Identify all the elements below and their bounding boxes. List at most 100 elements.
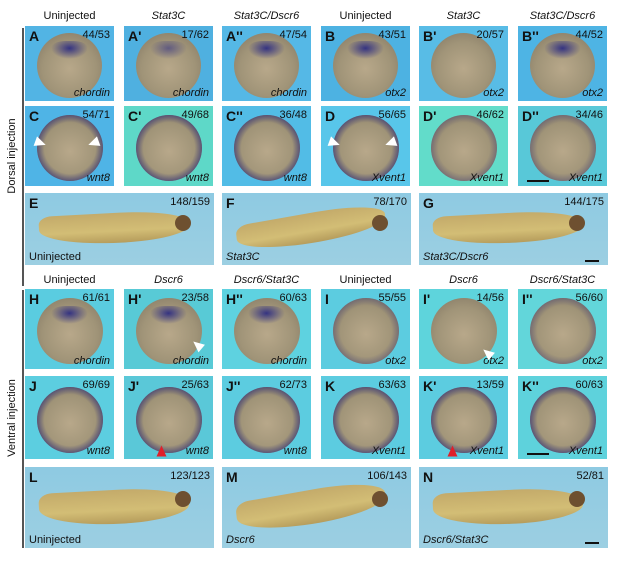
tadpole-eye bbox=[569, 214, 585, 231]
panel-letter: D' bbox=[423, 108, 437, 124]
tadpole-body bbox=[432, 485, 584, 528]
panel-count: 56/65 bbox=[378, 109, 406, 121]
tadpole-eye bbox=[175, 214, 191, 231]
embryo-panel: I'' 56/60 otx2 bbox=[518, 289, 607, 369]
panel-count: 46/62 bbox=[476, 109, 504, 121]
embryo bbox=[333, 33, 398, 98]
embryo-panel: J 69/69 wnt8 bbox=[25, 376, 114, 459]
embryo-panel: A' 17/62 chordin bbox=[124, 26, 213, 101]
column-header: Dscr6 bbox=[449, 274, 478, 286]
section-bracket bbox=[22, 28, 24, 286]
panel-letter: B bbox=[325, 28, 336, 44]
column-header: Stat3C/Dscr6 bbox=[233, 10, 300, 22]
scale-bar bbox=[527, 453, 549, 455]
embryo bbox=[233, 386, 300, 453]
embryo bbox=[135, 386, 202, 453]
panel-count: 148/159 bbox=[170, 196, 210, 208]
embryo bbox=[430, 115, 497, 181]
panel-letter: F bbox=[226, 195, 235, 211]
panel-gene: wnt8 bbox=[283, 172, 307, 184]
panel-count: 106/143 bbox=[367, 470, 407, 482]
panel-gene: chordin bbox=[172, 355, 209, 367]
section-bracket bbox=[22, 290, 24, 548]
panel-count: 123/123 bbox=[170, 470, 210, 482]
stain-band bbox=[544, 40, 581, 59]
stain-band bbox=[51, 40, 88, 59]
stain-ring bbox=[36, 386, 103, 453]
scale-bar bbox=[527, 180, 549, 182]
panel-gene: Xvent1 bbox=[469, 445, 504, 457]
panel-gene: wnt8 bbox=[283, 445, 307, 457]
panel-count: 60/63 bbox=[575, 379, 603, 391]
embryo bbox=[430, 386, 497, 453]
embryo bbox=[36, 386, 103, 453]
stain-band bbox=[248, 305, 285, 325]
panel-letter: C'' bbox=[226, 108, 243, 124]
panel-gene: wnt8 bbox=[185, 172, 209, 184]
panel-gene: otx2 bbox=[582, 355, 603, 367]
embryo-panel: D'' 34/46 Xvent1 bbox=[518, 106, 607, 186]
panel-letter: H bbox=[29, 291, 40, 307]
stain-ring bbox=[529, 386, 596, 453]
embryo bbox=[530, 33, 595, 98]
panel-count: 60/63 bbox=[279, 292, 307, 304]
panel-count: 78/170 bbox=[373, 196, 407, 208]
panel-count: 13/59 bbox=[476, 379, 504, 391]
column-header: Uninjected bbox=[43, 274, 96, 286]
embryo-panel: K' 13/59 Xvent1 bbox=[419, 376, 508, 459]
panel-count: 144/175 bbox=[564, 196, 604, 208]
panel-letter: H' bbox=[128, 291, 142, 307]
panel-label: Uninjected bbox=[29, 534, 81, 546]
panel-letter: K bbox=[325, 378, 336, 394]
panel-gene: Xvent1 bbox=[469, 172, 504, 184]
embryo bbox=[529, 298, 596, 364]
tadpole-panel: M 106/143 Dscr6 bbox=[222, 467, 411, 548]
tadpole-body bbox=[432, 209, 584, 248]
embryo-panel: C 54/71 wnt8 bbox=[25, 106, 114, 186]
panel-letter: A' bbox=[128, 28, 142, 44]
panel-count: 43/51 bbox=[378, 29, 406, 41]
tadpole-panel: G 144/175 Stat3C/Dscr6 bbox=[419, 193, 608, 265]
embryo-panel: B'' 44/52 otx2 bbox=[518, 26, 607, 101]
panel-count: 52/81 bbox=[576, 470, 604, 482]
embryo bbox=[430, 298, 497, 364]
embryo-panel: H' 23/58 chordin bbox=[124, 289, 213, 369]
panel-gene: otx2 bbox=[385, 87, 406, 99]
panel-gene: Xvent1 bbox=[371, 445, 406, 457]
panel-count: 69/69 bbox=[82, 379, 110, 391]
tadpole-eye bbox=[569, 491, 585, 508]
embryo bbox=[529, 115, 596, 181]
panel-gene: wnt8 bbox=[185, 445, 209, 457]
panel-gene: chordin bbox=[270, 355, 307, 367]
panel-letter: N bbox=[423, 469, 434, 485]
embryo bbox=[332, 298, 399, 364]
embryo-panel: I' 14/56 otx2 bbox=[419, 289, 508, 369]
column-header: Dscr6/Stat3C bbox=[233, 274, 300, 286]
stain-ring bbox=[233, 115, 300, 181]
tadpole-panel: E 148/159 Uninjected bbox=[25, 193, 214, 265]
panel-count: 62/73 bbox=[279, 379, 307, 391]
tadpole-panel: L 123/123 Uninjected bbox=[25, 467, 214, 548]
panel-gene: Xvent1 bbox=[568, 172, 603, 184]
panel-gene: chordin bbox=[73, 87, 110, 99]
panel-gene: otx2 bbox=[483, 355, 504, 367]
embryo-panel: J' 25/63 wnt8 bbox=[124, 376, 213, 459]
panel-count: 54/71 bbox=[82, 109, 110, 121]
column-header: Uninjected bbox=[43, 10, 96, 22]
scale-bar bbox=[585, 542, 599, 544]
embryo bbox=[135, 115, 202, 181]
tadpole-eye bbox=[372, 491, 388, 508]
stain-ring bbox=[36, 115, 103, 181]
panel-label: Stat3C bbox=[226, 251, 260, 263]
tadpole-body bbox=[38, 209, 190, 248]
panel-letter: A bbox=[29, 28, 40, 44]
embryo-panel: J'' 62/73 wnt8 bbox=[222, 376, 311, 459]
column-header: Stat3C bbox=[446, 10, 481, 22]
scale-bar bbox=[585, 260, 599, 262]
embryo-panel: B' 20/57 otx2 bbox=[419, 26, 508, 101]
panel-label: Dscr6/Stat3C bbox=[423, 534, 489, 546]
panel-count: 49/68 bbox=[181, 109, 209, 121]
panel-letter: D'' bbox=[522, 108, 539, 124]
embryo-panel: K'' 60/63 Xvent1 bbox=[518, 376, 607, 459]
tadpole-body bbox=[235, 200, 387, 257]
